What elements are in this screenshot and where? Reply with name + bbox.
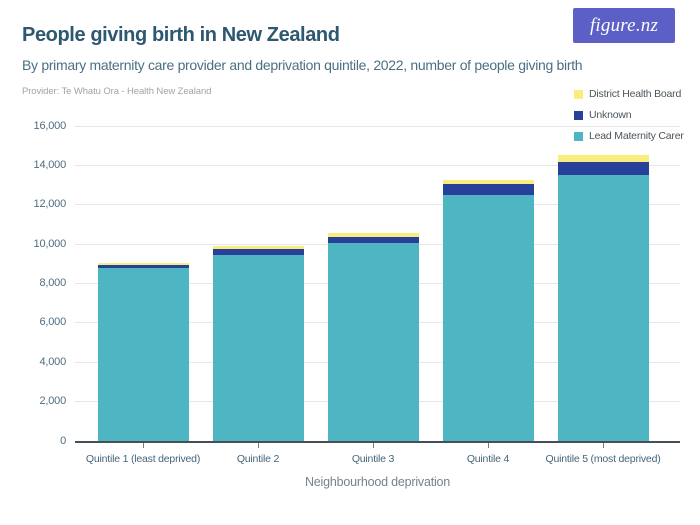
bar-3 — [327, 126, 419, 441]
bar-segment-district-health-board — [212, 245, 304, 250]
x-category-label: Quintile 2 — [236, 453, 280, 465]
y-tick-label: 8,000 — [39, 277, 66, 289]
x-category-label: Quintile 1 (least deprived) — [85, 453, 201, 465]
plot-area — [75, 125, 680, 443]
legend-item: Unknown — [574, 108, 684, 122]
bar-5 — [557, 126, 649, 441]
figure-nz-logo[interactable]: figure.nz — [573, 8, 675, 43]
bar-segment-lead-maternity-carer — [97, 267, 189, 441]
bar-segment-unknown — [442, 184, 534, 195]
bar-segment-district-health-board — [442, 180, 534, 185]
legend-swatch — [574, 110, 583, 120]
legend: District Health Board Unknown Lead Materni… — [574, 87, 684, 150]
legend-item-label: Lead Maternity Carer — [589, 130, 684, 142]
x-tick — [258, 443, 259, 448]
gridline — [75, 164, 680, 166]
y-tick-label: 2,000 — [39, 395, 66, 408]
bar-segment-lead-maternity-carer — [212, 254, 304, 441]
bar-segment-unknown — [97, 264, 189, 268]
bar-segment-unknown — [327, 237, 419, 244]
gridline — [75, 204, 680, 206]
x-category-label: Quintile 3 — [351, 453, 395, 465]
x-tick — [488, 443, 489, 448]
bar-segment-lead-maternity-carer — [442, 194, 534, 441]
page-title: People giving birth in New Zealand — [22, 24, 340, 46]
bar-segment-district-health-board — [557, 154, 649, 163]
bar-segment-unknown — [557, 162, 649, 176]
bar-segment-district-health-board — [97, 263, 189, 265]
y-tick-label: 4,000 — [39, 355, 66, 368]
gridline — [75, 125, 680, 127]
x-category-label: Quintile 5 (most deprived) — [545, 453, 661, 465]
y-tick-label: 14,000 — [33, 158, 67, 171]
bar-segment-district-health-board — [327, 233, 419, 238]
x-axis-title: Neighbourhood deprivation — [304, 475, 451, 489]
legend-item-label: Unknown — [589, 109, 632, 121]
bar-1 — [97, 126, 189, 441]
bar-segment-lead-maternity-carer — [557, 175, 649, 441]
chart-subtitle: By primary maternity care provider and d… — [22, 57, 583, 73]
legend-item-label: District Health Board — [589, 88, 682, 100]
x-tick — [603, 443, 604, 448]
provider-attribution: Provider: Te Whatu Ora - Health New Zeal… — [22, 86, 212, 97]
x-axis: Quintile 1 (least deprived) Quintile 2 Qui… — [75, 443, 680, 483]
y-tick-label: 0 — [60, 434, 66, 447]
legend-item: Lead Maternity Carer — [574, 129, 684, 143]
y-tick-label: 10,000 — [33, 237, 67, 250]
bar-4 — [442, 126, 534, 441]
y-tick-label: 12,000 — [33, 198, 67, 211]
y-tick-label: 6,000 — [39, 316, 66, 329]
bar-segment-unknown — [212, 249, 304, 255]
legend-item: District Health Board — [574, 87, 684, 101]
legend-swatch — [574, 131, 583, 141]
x-tick — [143, 443, 144, 448]
figure-nz-logo-text: figure.nz — [589, 14, 659, 36]
x-tick — [373, 443, 374, 448]
y-tick-label: 16,000 — [33, 119, 67, 132]
legend-swatch — [574, 89, 583, 99]
x-category-label: Quintile 4 — [466, 453, 510, 465]
bar-2 — [212, 126, 304, 441]
bar-segment-lead-maternity-carer — [327, 243, 419, 441]
